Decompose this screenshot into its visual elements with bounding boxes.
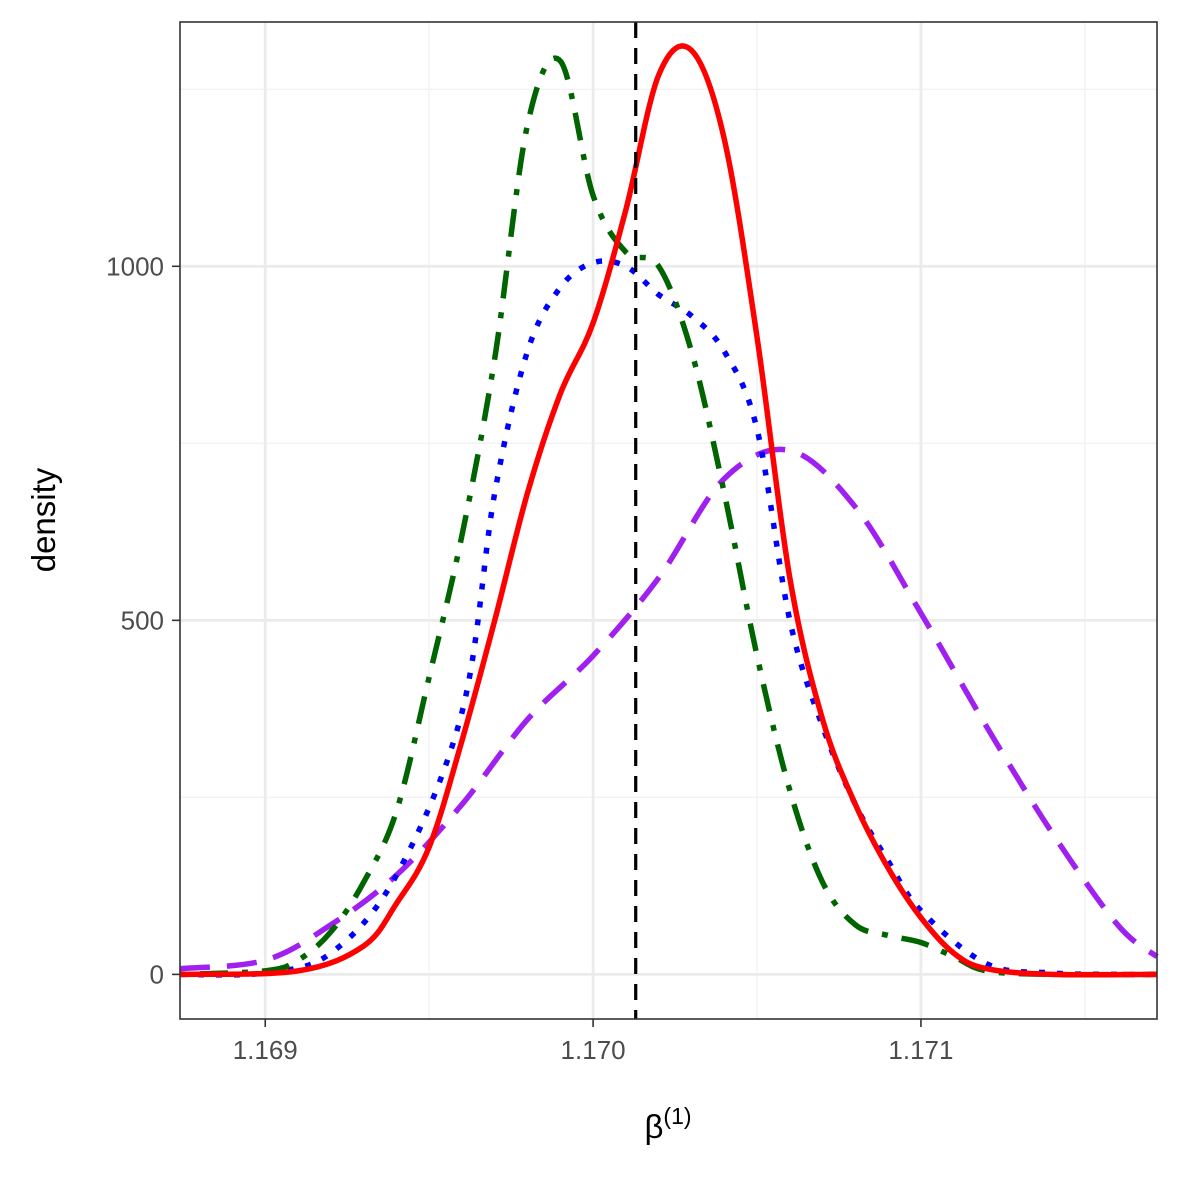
x-tick-label: 1.170 — [561, 1035, 626, 1065]
density-series-dotted — [179, 258, 1158, 978]
series-layer — [179, 43, 1159, 978]
y-tick-label: 1000 — [106, 251, 164, 281]
x-axis: 1.169 1.170 1.171 — [233, 1019, 953, 1065]
x-axis-title-superscript: (1) — [663, 1103, 691, 1129]
density-series-dotdash — [179, 55, 1158, 978]
major-grid — [180, 22, 1157, 1019]
density-series-solid — [179, 43, 1158, 978]
plot-panel-border — [179, 21, 1158, 1020]
y-axis: 0 500 1000 — [106, 251, 180, 989]
y-tick-label: 0 — [150, 959, 164, 989]
y-tick-label: 500 — [121, 605, 164, 635]
density-series-dashed — [179, 446, 1159, 972]
x-axis-title-main: β — [644, 1108, 663, 1145]
plot-panel-background — [180, 22, 1157, 1019]
x-axis-title: β(1) — [644, 1103, 691, 1145]
x-tick-label: 1.171 — [888, 1035, 953, 1065]
y-axis-title: density — [25, 467, 62, 572]
x-tick-label: 1.169 — [233, 1035, 298, 1065]
